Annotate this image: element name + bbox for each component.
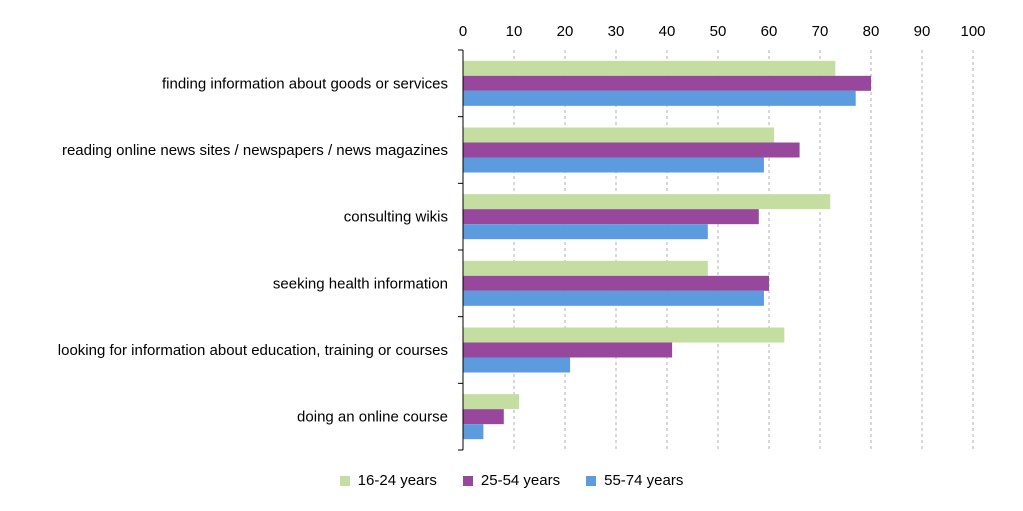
bar-55-74-years [463,90,856,106]
category-labels: finding information about goods or servi… [58,75,448,425]
legend-label: 25-54 years [480,472,561,489]
category-label: consulting wikis [344,209,448,226]
legend-label: 16-24 years [357,472,437,489]
bar-16-24-years [463,194,831,210]
bar-16-24-years [463,127,775,143]
bar-16-24-years [463,60,836,76]
bar-25-54-years [463,275,769,291]
bar-55-74-years [463,424,484,440]
bar-25-54-years [463,142,800,158]
bars [463,60,871,440]
x-tick-label: 60 [761,23,778,40]
legend-swatch [586,475,597,486]
bar-55-74-years [463,357,571,373]
x-tick-label: 10 [506,23,523,40]
legend-item: 25-54 years [462,472,561,489]
legend-swatch [339,475,350,486]
bar-25-54-years [463,75,871,91]
gridlines [513,50,974,450]
legend-item: 16-24 years [339,472,437,489]
category-label: looking for information about education,… [58,342,448,359]
x-tick-label: 80 [863,23,880,40]
x-tick-label: 20 [557,23,574,40]
x-axis-ticks: 0 10 20 30 40 50 60 70 80 90 100 [459,23,986,40]
x-tick-label: 90 [914,23,931,40]
bar-25-54-years [463,409,504,425]
bar-25-54-years [463,342,673,358]
category-label: reading online news sites / newspapers /… [62,142,448,159]
x-tick-label: 30 [608,23,625,40]
x-tick-label: 50 [710,23,727,40]
legend: 16-24 years 25-54 years 55-74 years [0,472,1023,489]
x-tick-label: 70 [812,23,829,40]
category-label: finding information about goods or servi… [162,75,448,92]
x-tick-label: 40 [659,23,676,40]
x-tick-label: 0 [459,23,467,40]
legend-label: 55-74 years [604,472,684,489]
legend-item: 55-74 years [586,472,683,489]
bar-55-74-years [463,290,764,306]
bar-55-74-years [463,224,708,240]
bar-16-24-years [463,327,785,343]
category-label: seeking health information [273,275,448,292]
bar-55-74-years [463,157,764,173]
bar-16-24-years [463,260,708,276]
x-tick-label: 100 [960,23,985,40]
bar-25-54-years [463,209,759,225]
bar-16-24-years [463,394,520,410]
category-label: doing an online course [297,409,448,426]
legend-swatch [462,475,473,486]
